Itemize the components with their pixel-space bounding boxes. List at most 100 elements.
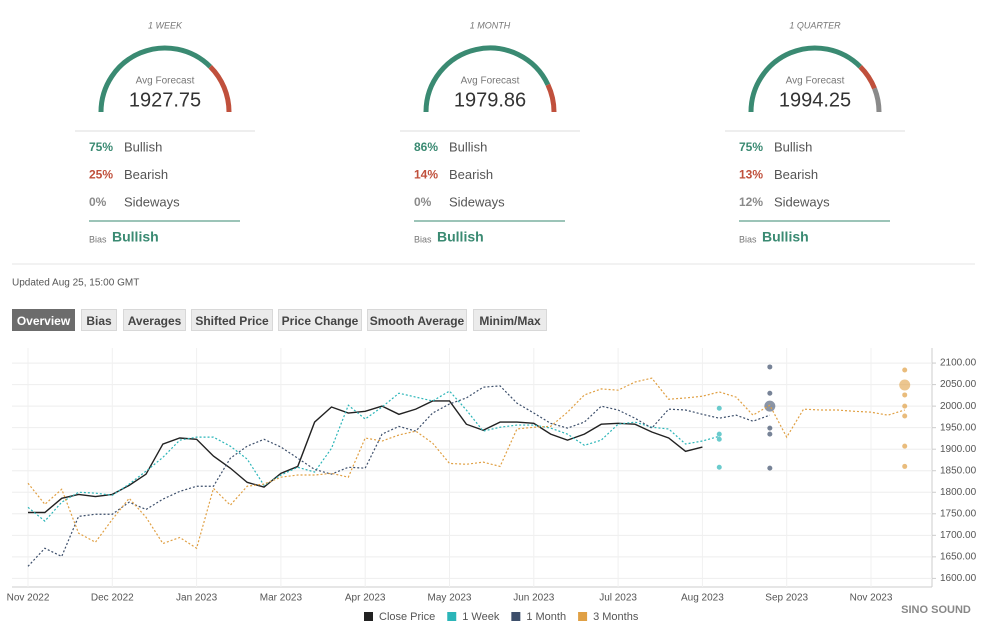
gauge-period: 1 QUARTER: [789, 20, 841, 30]
gauge-arc: [872, 87, 882, 113]
bias-caption: Bias: [89, 234, 107, 244]
gauge-average: 1994.25: [779, 89, 851, 111]
gauge-arc: [208, 64, 232, 113]
row-label: Bullish: [774, 139, 812, 154]
forecast-dot: [902, 443, 908, 449]
row-label: Sideways: [774, 194, 830, 209]
gauge-average: 1927.75: [129, 89, 201, 111]
forecast-dot: [716, 405, 722, 411]
bias-caption: Bias: [739, 234, 757, 244]
tab[interactable]: Shifted Price: [191, 309, 273, 331]
row-percent: 12%: [739, 195, 763, 209]
tab[interactable]: Price Change: [278, 309, 362, 331]
x-tick-label: Jul 2023: [599, 593, 637, 604]
legend-label: Close Price: [379, 611, 435, 623]
tab[interactable]: Smooth Average: [367, 309, 467, 331]
x-tick-label: Sep 2023: [765, 593, 808, 604]
y-tick-label: 1600.00: [940, 573, 977, 584]
row-percent: 25%: [89, 168, 113, 182]
forecast-dot: [902, 367, 908, 373]
legend-swatch: [447, 612, 457, 621]
tab[interactable]: Bias: [81, 309, 117, 331]
row-percent: 13%: [739, 168, 763, 182]
x-tick-label: Mar 2023: [260, 593, 303, 604]
gauge-period: 1 WEEK: [148, 20, 183, 30]
row-percent: 86%: [414, 140, 438, 154]
x-tick-label: Jan 2023: [176, 593, 218, 604]
forecast-dot: [716, 431, 722, 437]
gauge-caption: Avg Forecast: [136, 76, 195, 87]
x-tick-label: Dec 2022: [91, 593, 134, 604]
forecast-average: [764, 400, 776, 412]
forecast-average: [899, 379, 911, 391]
series-line: [27, 385, 771, 567]
y-tick-label: 2000.00: [940, 401, 977, 412]
row-label: Bearish: [774, 167, 818, 182]
row-percent: 75%: [739, 140, 763, 154]
gauge-arc: [423, 45, 551, 113]
legend-label: 3 Months: [593, 611, 639, 623]
row-label: Bullish: [124, 139, 162, 154]
x-tick-label: Jun 2023: [513, 593, 555, 604]
y-tick-label: 1850.00: [940, 465, 977, 476]
bias-value: Bullish: [762, 229, 809, 245]
series-line: [27, 377, 905, 550]
forecast-dot: [902, 413, 908, 419]
y-tick-label: 1750.00: [940, 508, 977, 519]
forecast-dot: [767, 431, 773, 437]
row-percent: 0%: [414, 195, 432, 209]
bias-value: Bullish: [112, 229, 159, 245]
y-tick-label: 2050.00: [940, 379, 977, 390]
y-tick-label: 2100.00: [940, 358, 977, 369]
x-tick-label: Aug 2023: [681, 593, 724, 604]
gauge-arc: [748, 45, 863, 113]
y-tick-label: 1700.00: [940, 530, 977, 541]
forecast-dot: [716, 464, 722, 470]
legend-swatch: [578, 612, 588, 621]
forecast-dot: [716, 436, 722, 442]
tab[interactable]: Averages: [123, 309, 186, 331]
gauge-average: 1979.86: [454, 89, 526, 111]
tab[interactable]: Minim/Max: [473, 309, 547, 331]
row-label: Bullish: [449, 139, 487, 154]
updated: Updated Aug 25, 15:00 GMT: [12, 278, 139, 289]
legend-swatch: [511, 612, 521, 621]
legend-swatch: [364, 612, 373, 621]
forecast-dot: [767, 425, 773, 431]
row-label: Sideways: [449, 194, 505, 209]
y-tick-label: 1800.00: [940, 487, 977, 498]
tab[interactable]: Overview: [12, 309, 75, 331]
forecast-dot: [902, 463, 908, 469]
forecast-dot: [767, 364, 773, 370]
gauge-arc: [98, 45, 213, 113]
forecast-dot: [767, 390, 773, 396]
x-tick-label: Apr 2023: [345, 593, 386, 604]
row-label: Bearish: [449, 167, 493, 182]
bias-caption: Bias: [414, 234, 432, 244]
bias-value: Bullish: [437, 229, 484, 245]
x-tick-label: Nov 2023: [850, 593, 893, 604]
row-percent: 14%: [414, 168, 438, 182]
forecast-dot: [902, 403, 908, 409]
legend-label: 1 Week: [462, 611, 500, 623]
y-tick-label: 1650.00: [940, 551, 977, 562]
gauge-caption: Avg Forecast: [786, 76, 845, 87]
watermark: SINO SOUND: [901, 604, 971, 616]
gauge-arc: [545, 83, 557, 113]
forecast-dot: [767, 465, 773, 471]
row-label: Sideways: [124, 194, 180, 209]
y-tick-label: 1900.00: [940, 444, 977, 455]
gauge-period: 1 MONTH: [470, 20, 511, 30]
x-tick-label: May 2023: [428, 593, 472, 604]
y-tick-label: 1950.00: [940, 422, 977, 433]
series-line: [27, 390, 720, 522]
gauge-arc: [858, 64, 877, 90]
legend-label: 1 Month: [526, 611, 566, 623]
row-label: Bearish: [124, 167, 168, 182]
row-percent: 0%: [89, 195, 107, 209]
gauge-caption: Avg Forecast: [461, 76, 520, 87]
x-tick-label: Nov 2022: [7, 593, 50, 604]
forecast-dot: [902, 392, 908, 398]
